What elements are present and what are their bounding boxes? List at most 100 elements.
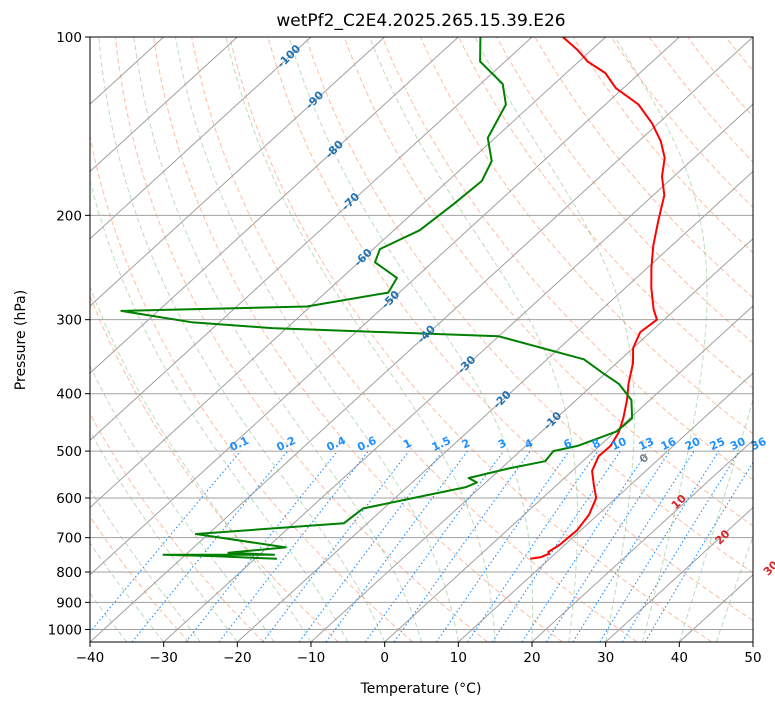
x-tick-label: 50 <box>744 650 761 666</box>
plot-frame <box>89 36 754 643</box>
mixing-ratio-line <box>467 450 599 642</box>
y-tick-label: 800 <box>56 565 82 581</box>
y-tick-label: 1000 <box>48 622 82 638</box>
moist-adiabat <box>90 488 201 642</box>
x-tick-label: 30 <box>597 650 614 666</box>
mixing-ratio-label: 25 <box>708 435 727 453</box>
mixing-ratio-line <box>572 450 695 642</box>
y-tick-label: 300 <box>56 313 82 329</box>
chart-axes: −40 −30 −20 −10 0 10 20 30 40 50 100 200 300 400 500 60… <box>48 30 762 666</box>
moist-adiabat <box>225 37 496 642</box>
dry-adiabat <box>191 37 638 642</box>
dry-adiabat <box>305 37 753 574</box>
mixing-ratio-line <box>599 450 720 642</box>
isotherm <box>605 506 753 642</box>
moist-adiabat <box>474 37 635 642</box>
isotherm <box>90 37 533 442</box>
mixing-ratio-line <box>435 450 570 642</box>
dry-adiabat <box>420 37 753 435</box>
chart-inline-labels: -100-90-80-70-60-50-40-30-20-100.1 0.2 0.4… <box>228 42 775 579</box>
mixing-ratio-line <box>90 450 242 633</box>
dry-adiabat <box>534 37 753 299</box>
x-tick-label: −30 <box>149 650 178 666</box>
mixing-ratio-label: 20 <box>683 435 703 453</box>
mixing-ratio-label: 2 <box>460 436 472 451</box>
dry-adiabat <box>725 37 753 72</box>
isotherm <box>384 305 753 642</box>
temperature-profile <box>530 37 666 560</box>
isotherm <box>163 103 753 642</box>
mixing-ratio-label: 3 <box>496 436 508 451</box>
chart-gridlines <box>90 37 775 642</box>
mixing-ratio-line <box>298 450 444 642</box>
dry-adiabat <box>267 37 753 622</box>
moist-adiabat <box>614 37 708 642</box>
isotherm <box>90 37 386 307</box>
moist-adiabat <box>98 37 386 642</box>
x-tick-label: 40 <box>671 650 688 666</box>
x-tick-label: −10 <box>297 650 326 666</box>
dry-adiabat <box>458 37 753 389</box>
dry-adiabat <box>381 37 753 481</box>
mixing-ratio-line <box>325 450 468 642</box>
x-tick-label: −20 <box>223 650 252 666</box>
dry-adiabat <box>648 37 753 163</box>
dry-adiabat <box>114 37 488 642</box>
y-tick-label: 500 <box>56 444 82 460</box>
moist-adiabat-label: 10 <box>669 492 689 512</box>
mixing-ratio-label: 13 <box>637 435 656 453</box>
x-tick-label: −40 <box>76 650 105 666</box>
x-tick-label: 10 <box>450 650 467 666</box>
isotherm <box>90 37 459 374</box>
mixing-ratio-label: 10 <box>609 435 629 453</box>
mixing-ratio-line <box>131 450 289 642</box>
mixing-ratio-line <box>393 450 531 642</box>
mixing-ratio-line <box>262 450 410 642</box>
dry-adiabat <box>229 37 712 642</box>
mixing-ratio-line <box>545 450 671 642</box>
moist-adiabat <box>90 285 312 642</box>
moist-adiabat-label: 20 <box>713 527 733 547</box>
dry-adiabat <box>496 37 753 344</box>
mixing-ratio-label: 36 <box>749 435 769 453</box>
moist-adiabat <box>90 178 349 642</box>
moist-adiabat <box>715 535 753 642</box>
isotherm <box>752 641 753 642</box>
isotherm <box>90 37 607 509</box>
moist-adiabat <box>752 640 753 642</box>
dry-adiabat <box>572 37 753 254</box>
mixing-ratio-line <box>185 450 339 642</box>
moist-adiabat <box>369 37 579 642</box>
y-tick-label: 200 <box>56 208 82 224</box>
y-tick-label: 700 <box>56 531 82 547</box>
moist-adiabat-label: 30 <box>761 558 775 578</box>
dry-adiabat <box>687 37 753 118</box>
y-tick-label: 900 <box>56 595 82 611</box>
dry-adiabat <box>90 515 190 642</box>
y-tick-label: 100 <box>56 30 82 46</box>
isotherm <box>90 37 680 576</box>
y-tick-label: 400 <box>56 387 82 403</box>
isotherm <box>236 170 753 642</box>
moist-adiabat <box>678 398 753 642</box>
mixing-ratio-line <box>364 450 505 642</box>
isotherm <box>457 372 753 642</box>
isotherm <box>90 37 753 642</box>
moist-adiabat <box>288 37 534 642</box>
mixing-ratio-line <box>644 461 753 642</box>
moist-adiabat <box>133 37 422 642</box>
moist-adiabat <box>90 430 238 642</box>
dry-adiabat <box>90 294 339 642</box>
dewpoint-profile <box>120 37 634 560</box>
x-tick-label: 20 <box>523 650 540 666</box>
dry-adiabat <box>764 37 775 642</box>
mixing-ratio-line <box>218 450 369 642</box>
x-axis-label: Temperature (°C) <box>360 681 482 697</box>
isotherm <box>90 37 238 173</box>
dry-adiabat <box>90 412 264 642</box>
chart-title: wetPf2_C2E4.2025.265.15.39.E26 <box>276 11 565 31</box>
isotherm <box>531 439 753 642</box>
y-axis-label: Pressure (hPa) <box>13 290 29 390</box>
y-tick-label: 600 <box>56 491 82 507</box>
